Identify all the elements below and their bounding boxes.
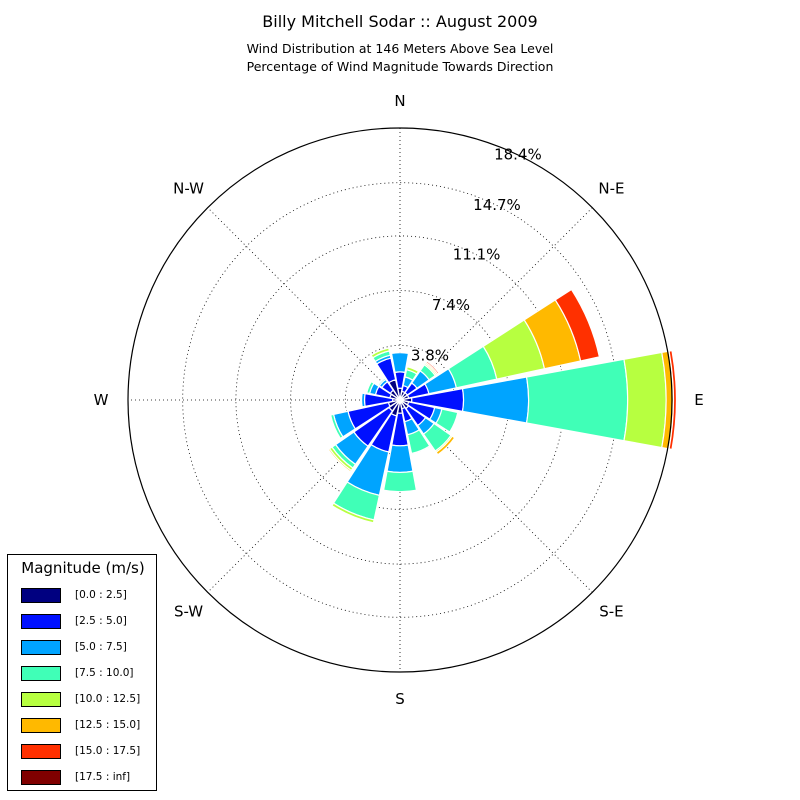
legend-swatch [21,640,61,655]
direction-label-w: W [94,391,109,409]
bar-dir0-bin2 [390,352,410,374]
bar-dir225-bin4 [405,366,420,375]
polar-frame [127,127,673,673]
direction-label-n-w: N-W [173,180,204,198]
radial-tick-label-3: 14.7% [473,196,521,214]
direction-label-s: S [395,690,405,708]
bar-dir900-bin3 [525,358,629,442]
page-title: Billy Mitchell Sodar :: August 2009 [262,12,538,31]
direction-label-s-e: S-E [599,602,623,620]
legend-swatch [21,692,61,707]
radial-tick-label-1: 7.4% [432,296,470,314]
legend-label: [17.5 : inf] [75,771,131,783]
legend-swatch [21,718,61,733]
subtitle-line-2: Percentage of Wind Magnitude Towards Dir… [246,59,554,74]
bar-dir2925-bin3 [366,380,375,395]
legend-swatch [21,770,61,785]
radial-tick-label-2: 11.1% [453,245,501,263]
legend-label: [7.5 : 10.0] [75,667,134,679]
direction-label-n-e: N-E [598,180,624,198]
legend-title: Magnitude (m/s) [21,559,145,577]
legend-label: [10.0 : 12.5] [75,693,141,705]
axis-labels: N N-E E S-E S S-W W N-W 3.8% 7.4% 11.1% 14.7% 18.4% [94,92,704,708]
legend: Magnitude (m/s) [0.0 : 2.5] [2.5 : 5.0] [5… [7,554,157,791]
legend-label: [12.5 : 15.0] [75,719,141,731]
bar-dir450-bin6 [425,360,440,375]
bar-dir675-bin6 [554,288,601,362]
bar-dir1575-bin3 [406,428,431,455]
legend-swatch [21,744,61,759]
bar-dir3150-bin3 [377,377,387,387]
bar-dir2700-bin2 [360,392,366,408]
bar-dir2475-bin3 [329,413,344,440]
bar-dir1800-bin3 [382,470,418,493]
legend-swatch [21,588,61,603]
bar-dir2025-bin4 [331,502,375,524]
legend-label: [0.0 : 2.5] [75,589,127,601]
bar-dir900-bin4 [623,351,667,449]
bar-dir3375-bin4 [370,347,391,359]
bar-dir2250-bin5 [327,447,353,473]
bar-dir1125-bin3 [435,408,459,433]
bar-dir900-bin6 [668,349,678,451]
direction-label-s-w: S-W [174,602,203,620]
direction-label-e: E [694,391,703,409]
direction-label-n: N [394,92,405,110]
subtitle-line-1: Wind Distribution at 146 Meters Above Se… [246,41,554,56]
legend-label: [5.0 : 7.5] [75,641,127,653]
wind-rose-bars [327,288,678,524]
legend-swatch [21,614,61,629]
bar-dir1350-bin5 [435,435,456,456]
legend-swatch [21,666,61,681]
legend-label: [15.0 : 17.5] [75,745,141,757]
bar-dir1800-bin2 [386,444,414,474]
legend-label: [2.5 : 5.0] [75,615,127,627]
radial-tick-label-0: 3.8% [411,346,449,364]
radial-tick-label-4: 18.4% [494,146,542,164]
